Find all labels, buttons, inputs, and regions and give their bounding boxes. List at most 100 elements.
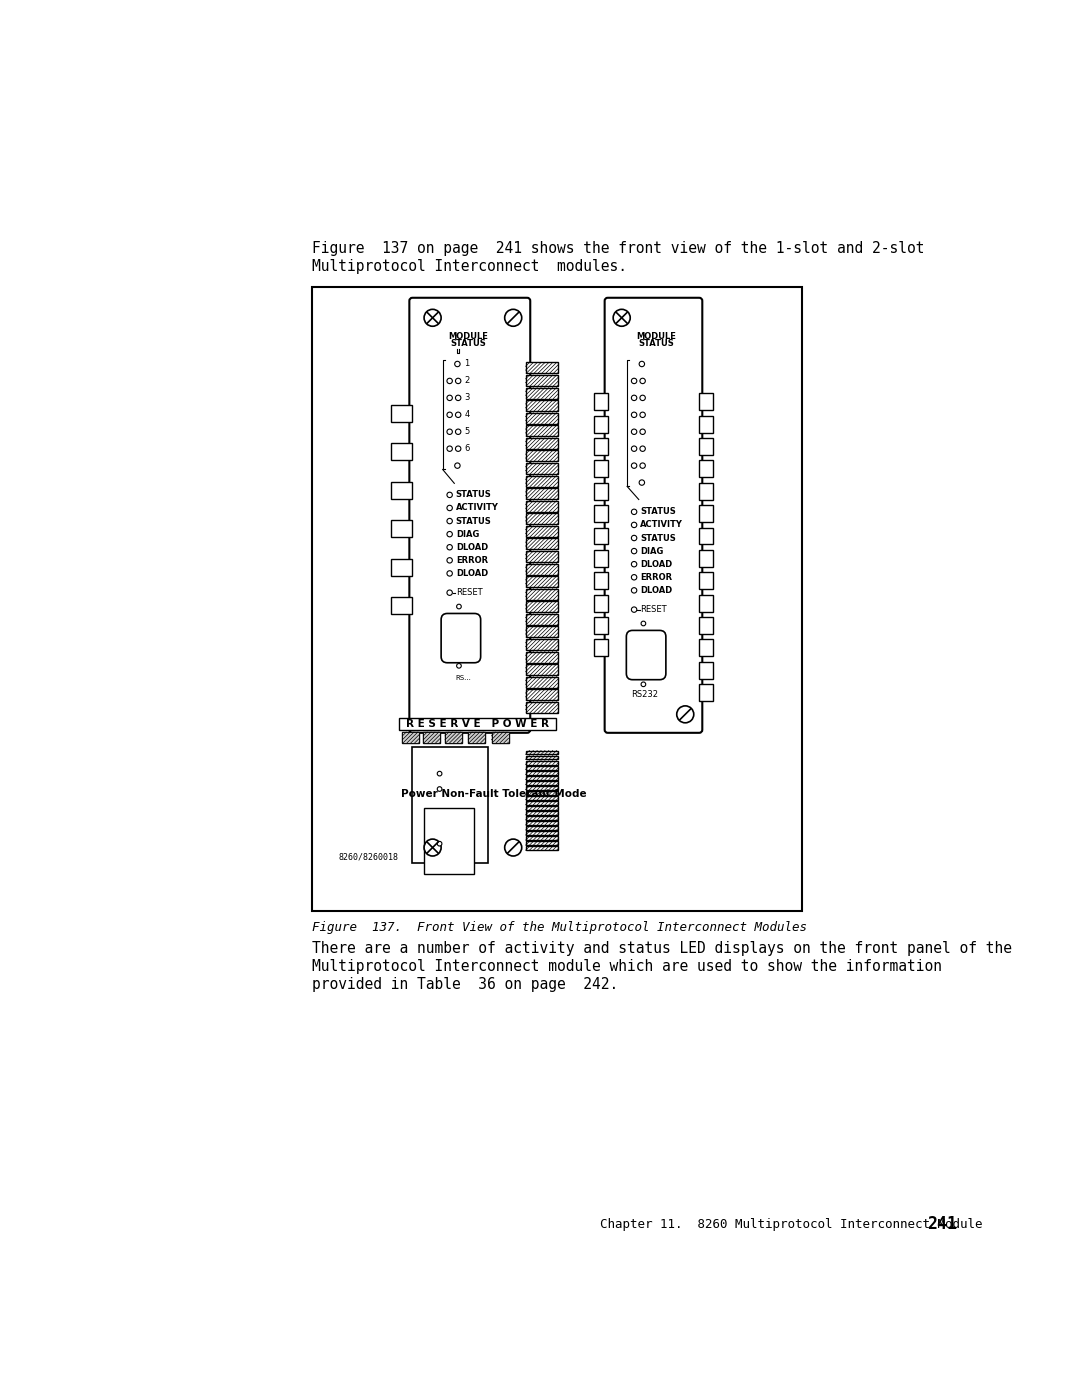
Bar [391, 443, 413, 460]
Circle shape [447, 571, 453, 576]
Bar [594, 416, 608, 433]
Bar [699, 640, 713, 657]
Bar [526, 826, 558, 830]
Text: 8260/8260018: 8260/8260018 [339, 852, 399, 862]
Bar [413, 746, 488, 863]
Bar [526, 796, 558, 800]
Bar [526, 806, 558, 810]
Bar [491, 732, 509, 743]
Bar [413, 300, 527, 729]
Circle shape [424, 840, 441, 856]
Bar [594, 461, 608, 478]
Bar [526, 550, 558, 562]
Circle shape [632, 412, 637, 418]
Bar [469, 732, 485, 743]
Bar [699, 483, 713, 500]
Circle shape [640, 395, 646, 401]
Bar [526, 525, 558, 536]
Bar [526, 841, 558, 845]
Circle shape [437, 841, 442, 847]
Circle shape [632, 509, 637, 514]
Circle shape [632, 562, 637, 567]
Circle shape [640, 462, 646, 468]
Text: Chapter 11.  8260 Multiprotocol Interconnect Module: Chapter 11. 8260 Multiprotocol Interconn… [600, 1218, 983, 1231]
Circle shape [455, 462, 460, 468]
Bar [526, 601, 558, 612]
Bar [526, 664, 558, 675]
Text: ERROR: ERROR [640, 573, 673, 581]
Bar [699, 573, 713, 590]
Bar [445, 732, 462, 743]
Bar [526, 816, 558, 820]
Circle shape [447, 506, 453, 511]
Text: There are a number of activity and status LED displays on the front panel of the: There are a number of activity and statu… [312, 942, 1012, 957]
Bar [699, 550, 713, 567]
Circle shape [639, 481, 645, 485]
Circle shape [504, 309, 522, 327]
Text: Figure  137 on page  241 shows the front view of the 1-slot and 2-slot: Figure 137 on page 241 shows the front v… [312, 240, 924, 256]
Circle shape [447, 545, 453, 550]
Circle shape [437, 771, 442, 775]
Text: R E S E R V E   P O W E R: R E S E R V E P O W E R [406, 719, 549, 729]
Text: RS...: RS... [455, 675, 471, 682]
Bar [526, 771, 558, 774]
Bar [526, 701, 558, 712]
Bar [594, 506, 608, 522]
FancyBboxPatch shape [626, 630, 666, 680]
Circle shape [424, 309, 441, 327]
Circle shape [639, 362, 645, 366]
Circle shape [642, 622, 646, 626]
Bar [526, 500, 558, 511]
Text: RESET: RESET [456, 588, 483, 597]
Text: STATUS: STATUS [638, 339, 674, 348]
Bar [526, 812, 558, 814]
Bar [399, 718, 556, 729]
Bar [391, 482, 413, 499]
Text: STATUS: STATUS [456, 517, 491, 525]
Bar [594, 640, 608, 657]
Circle shape [632, 574, 637, 580]
Text: MODULE: MODULE [636, 331, 676, 341]
Text: ACTIVITY: ACTIVITY [456, 503, 499, 513]
Circle shape [447, 531, 453, 536]
Bar [594, 595, 608, 612]
Bar [526, 425, 558, 436]
Bar [594, 483, 608, 500]
Circle shape [456, 379, 461, 384]
Circle shape [632, 549, 637, 553]
Bar [699, 461, 713, 478]
Bar [469, 732, 485, 743]
Text: Multiprotocol Interconnect module which are used to show the information: Multiprotocol Interconnect module which … [312, 960, 942, 974]
Circle shape [437, 787, 442, 791]
Bar [594, 573, 608, 590]
Text: RESET: RESET [640, 605, 667, 615]
Circle shape [640, 412, 646, 418]
Text: Multiprotocol Interconnect  modules.: Multiprotocol Interconnect modules. [312, 258, 626, 274]
Circle shape [447, 446, 453, 451]
Bar [699, 439, 713, 455]
Text: 241: 241 [927, 1215, 957, 1234]
Bar [526, 538, 558, 549]
Bar [699, 528, 713, 545]
Circle shape [456, 395, 461, 401]
Circle shape [447, 518, 453, 524]
Bar [391, 405, 413, 422]
Text: STATUS: STATUS [450, 339, 486, 348]
Circle shape [447, 429, 453, 434]
Circle shape [632, 535, 637, 541]
Bar [424, 809, 474, 873]
Bar [403, 732, 419, 743]
Text: DIAG: DIAG [640, 546, 664, 556]
Bar [526, 450, 558, 461]
Bar [594, 393, 608, 411]
Bar [526, 576, 558, 587]
Circle shape [632, 606, 637, 612]
Text: DLOAD: DLOAD [640, 560, 673, 569]
Circle shape [632, 522, 637, 528]
Circle shape [447, 412, 453, 418]
Bar [594, 617, 608, 634]
Bar [526, 791, 558, 795]
Circle shape [457, 605, 461, 609]
Bar [526, 837, 558, 840]
Bar [526, 462, 558, 474]
